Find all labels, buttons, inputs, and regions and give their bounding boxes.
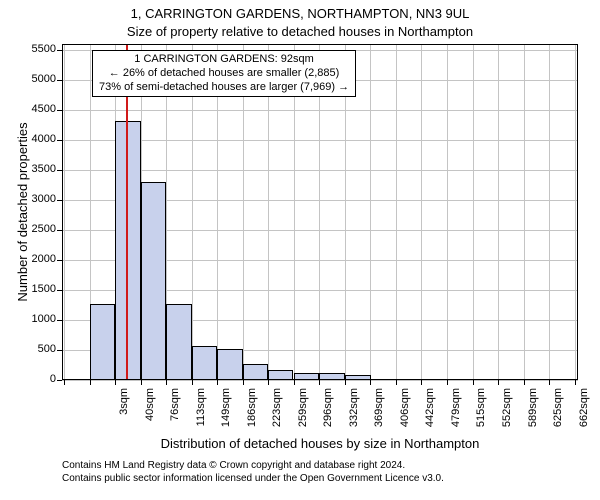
xtick-mark bbox=[90, 380, 91, 385]
y-axis-label: Number of detached properties bbox=[15, 44, 30, 380]
annotation-line-1: 1 CARRINGTON GARDENS: 92sqm bbox=[99, 53, 349, 67]
xtick-label: 442sqm bbox=[424, 388, 436, 438]
xtick-mark bbox=[217, 380, 218, 385]
xtick-label: 296sqm bbox=[322, 388, 334, 438]
xtick-label: 479sqm bbox=[450, 388, 462, 438]
footer-line-1: Contains HM Land Registry data © Crown c… bbox=[62, 460, 444, 473]
xtick-mark bbox=[473, 380, 474, 385]
footer-line-2: Contains public sector information licen… bbox=[62, 473, 444, 486]
xtick-mark bbox=[166, 380, 167, 385]
xtick-mark bbox=[141, 380, 142, 385]
xtick-mark bbox=[319, 380, 320, 385]
xtick-mark bbox=[115, 380, 116, 385]
xtick-label: 515sqm bbox=[475, 388, 487, 438]
annotation-line-3: 73% of semi-detached houses are larger (… bbox=[99, 81, 349, 95]
xtick-label: 149sqm bbox=[220, 388, 232, 438]
xtick-label: 259sqm bbox=[297, 388, 309, 438]
xtick-label: 76sqm bbox=[169, 388, 181, 438]
xtick-label: 589sqm bbox=[527, 388, 539, 438]
xtick-label: 223sqm bbox=[271, 388, 283, 438]
chart-title-line2: Size of property relative to detached ho… bbox=[0, 24, 600, 39]
xtick-label: 406sqm bbox=[399, 388, 411, 438]
xtick-mark bbox=[192, 380, 193, 385]
xtick-label: 186sqm bbox=[246, 388, 258, 438]
ytick-mark bbox=[57, 380, 62, 381]
xtick-mark bbox=[396, 380, 397, 385]
xtick-mark bbox=[549, 380, 550, 385]
xtick-mark bbox=[524, 380, 525, 385]
xtick-label: 40sqm bbox=[144, 388, 156, 438]
annotation-line-2: ← 26% of detached houses are smaller (2,… bbox=[99, 67, 349, 81]
chart-title-line1: 1, CARRINGTON GARDENS, NORTHAMPTON, NN3 … bbox=[0, 6, 600, 21]
xtick-mark bbox=[268, 380, 269, 385]
xtick-label: 552sqm bbox=[501, 388, 513, 438]
xtick-label: 113sqm bbox=[195, 388, 207, 438]
x-axis-label: Distribution of detached houses by size … bbox=[62, 436, 578, 451]
xtick-mark bbox=[64, 380, 65, 385]
xtick-label: 625sqm bbox=[552, 388, 564, 438]
xtick-mark bbox=[575, 380, 576, 385]
xtick-label: 369sqm bbox=[373, 388, 385, 438]
xtick-label: 662sqm bbox=[578, 388, 590, 438]
footer-attribution: Contains HM Land Registry data © Crown c… bbox=[62, 460, 444, 485]
annotation-callout: 1 CARRINGTON GARDENS: 92sqm ← 26% of det… bbox=[92, 50, 356, 97]
xtick-mark bbox=[345, 380, 346, 385]
xtick-mark bbox=[243, 380, 244, 385]
xtick-mark bbox=[498, 380, 499, 385]
xtick-mark bbox=[370, 380, 371, 385]
xtick-mark bbox=[447, 380, 448, 385]
xtick-label: 3sqm bbox=[118, 388, 130, 438]
xtick-mark bbox=[421, 380, 422, 385]
xtick-label: 332sqm bbox=[348, 388, 360, 438]
xtick-mark bbox=[294, 380, 295, 385]
